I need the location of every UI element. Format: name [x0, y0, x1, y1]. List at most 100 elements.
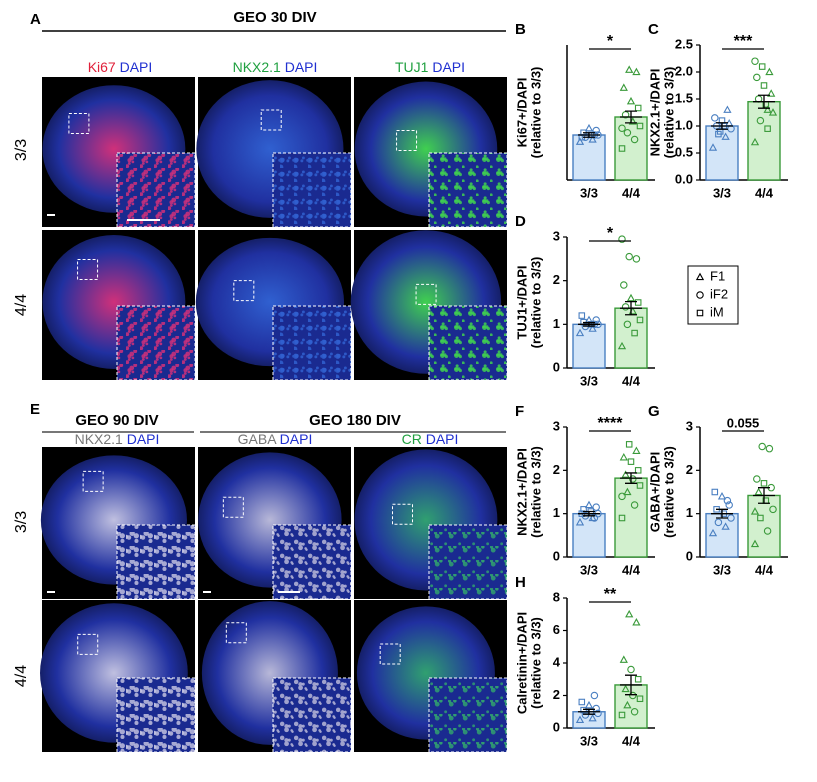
legend-marker: [695, 272, 705, 281]
y-axis-label: Ki67+/DAPI: [514, 78, 529, 148]
point: [723, 105, 732, 113]
point: [758, 442, 766, 451]
channel-label: NKX2.1 DAPI: [75, 431, 160, 447]
channel: GABA: [238, 431, 278, 447]
bar: [572, 323, 606, 369]
point: [575, 328, 585, 337]
channel: DAPI: [280, 431, 313, 447]
point: [764, 125, 771, 132]
x-tick-label: 4/4: [622, 185, 641, 200]
channel: DAPI: [432, 59, 465, 75]
point: [750, 137, 760, 146]
point: [636, 316, 644, 324]
inset: [428, 152, 508, 228]
point: [711, 488, 719, 496]
point: [620, 281, 628, 289]
error-bar: [578, 708, 600, 715]
roi-box: [77, 633, 99, 655]
point: [723, 496, 732, 505]
inset: [272, 305, 352, 381]
point: [758, 63, 766, 70]
y-tick-label: 2: [686, 462, 693, 477]
point: [632, 618, 641, 626]
point: [621, 470, 630, 478]
point: [617, 341, 627, 350]
point: [619, 655, 628, 663]
legend-marker: [696, 309, 704, 317]
point: [634, 299, 642, 306]
point: [630, 135, 639, 144]
point: [753, 475, 761, 483]
y-tick-label: 8: [553, 589, 560, 604]
inset: [272, 524, 352, 600]
point: [618, 124, 626, 133]
point: [636, 482, 644, 489]
bar: [614, 477, 648, 558]
inset: [428, 305, 508, 381]
x-tick-label: 3/3: [580, 185, 598, 200]
error-bar: [711, 508, 733, 519]
y-tick-label: 6: [553, 622, 560, 637]
point: [768, 108, 778, 116]
point: [636, 122, 644, 130]
legend-label: iM: [710, 304, 724, 319]
point: [760, 480, 768, 487]
roi-box: [77, 258, 99, 280]
bar: [614, 116, 648, 181]
channel: NKX2.1: [233, 59, 281, 75]
bar: [747, 494, 781, 558]
legend-label: iF2: [710, 286, 728, 301]
roi-box: [68, 112, 90, 134]
point: [636, 695, 644, 703]
channel: NKX2.1: [75, 431, 123, 447]
roi-box: [379, 643, 401, 665]
panel-heading: GEO 180 DIV: [309, 412, 401, 429]
point: [634, 675, 642, 683]
y-axis-label: Calretinin+/DAPI: [514, 612, 529, 714]
bar: [705, 125, 739, 181]
point: [767, 89, 776, 97]
point: [629, 475, 637, 483]
point: [618, 492, 626, 501]
inset: [116, 152, 196, 228]
point: [754, 487, 763, 496]
point: [765, 67, 774, 76]
y-tick-label: 1: [686, 505, 693, 520]
point: [618, 145, 626, 152]
point: [750, 507, 760, 515]
point: [575, 715, 585, 723]
y-axis-label: (relative to 3/3): [661, 67, 676, 159]
point: [625, 609, 634, 618]
significance-label: ***: [734, 33, 753, 50]
error-bar: [620, 300, 642, 316]
channel: Ki67: [88, 59, 116, 75]
point: [634, 467, 642, 474]
row-label: 3/3: [13, 139, 30, 161]
point: [760, 82, 768, 89]
y-tick-label: 1: [553, 316, 560, 331]
point: [630, 501, 639, 509]
x-tick-label: 3/3: [580, 562, 598, 577]
roi-box: [392, 503, 414, 525]
point: [711, 114, 719, 122]
point: [618, 711, 626, 719]
channel-label: GABA DAPI: [238, 431, 313, 447]
y-axis-label: (relative to 3/3): [528, 257, 543, 349]
row-label: 4/4: [13, 665, 30, 687]
panel-heading: GEO 30 DIV: [233, 9, 316, 26]
y-axis-label: (relative to 3/3): [528, 617, 543, 709]
y-tick-label: 3: [553, 418, 560, 433]
panel-letter: G: [648, 403, 660, 420]
significance-label: 0.055: [727, 415, 760, 430]
point: [627, 665, 635, 674]
point: [623, 700, 632, 709]
point: [588, 135, 597, 143]
significance-label: *: [607, 33, 614, 50]
point: [763, 105, 772, 113]
significance-label: ****: [598, 415, 624, 432]
y-axis-label: NKX2.1+/DAPI: [647, 69, 662, 157]
roi-box: [260, 109, 282, 131]
x-tick-label: 4/4: [755, 185, 774, 200]
y-tick-label: 2: [553, 272, 560, 287]
